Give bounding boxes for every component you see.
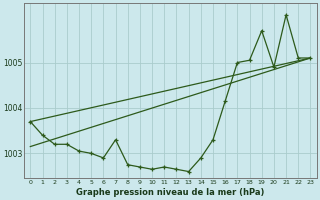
X-axis label: Graphe pression niveau de la mer (hPa): Graphe pression niveau de la mer (hPa) (76, 188, 265, 197)
